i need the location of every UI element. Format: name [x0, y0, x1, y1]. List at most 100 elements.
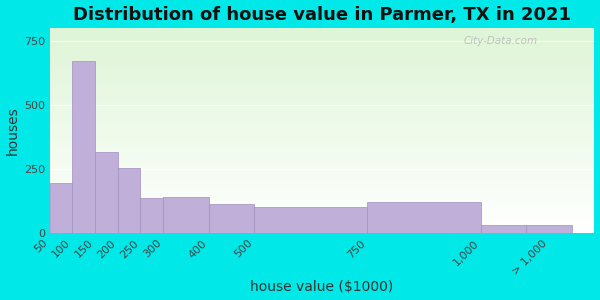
Bar [50, 61, 595, 62]
Bar [50, 204, 595, 206]
Bar [50, 189, 595, 190]
Bar [50, 217, 595, 218]
Bar [50, 89, 595, 91]
Bar [50, 184, 595, 185]
Bar [50, 153, 595, 154]
Bar [50, 119, 595, 120]
Bar [50, 29, 595, 30]
Bar [50, 103, 595, 104]
Bar [50, 41, 595, 42]
Bar [50, 161, 595, 162]
Bar [254, 207, 367, 233]
Bar [50, 202, 595, 203]
Bar [50, 225, 595, 226]
Bar [50, 223, 595, 224]
Bar [95, 152, 118, 233]
Bar [50, 31, 595, 32]
Bar [50, 165, 595, 166]
Bar [50, 48, 595, 50]
Bar [50, 105, 595, 106]
Bar [50, 74, 595, 75]
Bar [367, 202, 481, 233]
Bar [50, 209, 595, 211]
Bar [50, 125, 595, 126]
Bar [50, 224, 595, 225]
Bar [50, 182, 595, 183]
Bar [50, 168, 595, 169]
Bar [50, 91, 595, 92]
Bar [50, 114, 595, 115]
X-axis label: house value ($1000): house value ($1000) [250, 280, 394, 294]
Bar [50, 227, 595, 228]
Bar [50, 128, 595, 129]
Bar [50, 145, 595, 146]
Bar [50, 174, 595, 175]
Bar [50, 179, 595, 180]
Bar [50, 101, 595, 102]
Bar [50, 229, 595, 230]
Bar [50, 139, 595, 140]
Bar [50, 203, 595, 204]
Bar [50, 221, 595, 222]
Bar [50, 188, 595, 189]
Bar [50, 69, 595, 70]
Bar [163, 197, 209, 233]
Bar [50, 133, 595, 134]
Bar [50, 160, 595, 161]
Bar [481, 225, 526, 233]
Bar [526, 225, 572, 233]
Bar [50, 206, 595, 207]
Bar [50, 185, 595, 186]
Bar [50, 36, 595, 37]
Y-axis label: houses: houses [5, 106, 20, 155]
Bar [50, 42, 595, 43]
Bar [50, 231, 595, 232]
Bar [50, 63, 595, 64]
Bar [50, 154, 595, 155]
Bar [50, 208, 595, 209]
Bar [50, 144, 595, 145]
Bar [50, 156, 595, 157]
Bar [50, 28, 595, 29]
Bar [50, 35, 595, 36]
Bar [50, 126, 595, 128]
Bar [50, 96, 595, 97]
Bar [50, 73, 595, 74]
Bar [50, 113, 595, 114]
Bar [50, 45, 595, 46]
Bar [50, 111, 595, 112]
Bar [50, 123, 595, 124]
Bar [50, 183, 595, 184]
Bar [50, 67, 595, 68]
Bar [50, 87, 595, 88]
Bar [50, 158, 595, 159]
Bar [50, 94, 595, 96]
Bar [50, 75, 595, 76]
Bar [50, 195, 595, 196]
Bar [50, 157, 595, 158]
Bar [50, 121, 595, 122]
Bar [50, 155, 595, 156]
Bar [50, 47, 595, 48]
Bar [50, 183, 73, 233]
Bar [50, 58, 595, 59]
Bar [50, 176, 595, 177]
Bar [50, 207, 595, 208]
Bar [50, 167, 595, 168]
Bar [50, 60, 595, 61]
Bar [50, 220, 595, 221]
Bar [50, 170, 595, 172]
Bar [50, 68, 595, 69]
Bar [50, 177, 595, 178]
Bar [50, 222, 595, 223]
Bar [50, 104, 595, 105]
Bar [50, 30, 595, 31]
Bar [50, 211, 595, 212]
Bar [50, 71, 595, 72]
Bar [50, 196, 595, 197]
Title: Distribution of house value in Parmer, TX in 2021: Distribution of house value in Parmer, T… [73, 6, 571, 24]
Bar [50, 218, 595, 219]
Bar [50, 124, 595, 125]
Bar [50, 150, 595, 151]
Bar [50, 230, 595, 231]
